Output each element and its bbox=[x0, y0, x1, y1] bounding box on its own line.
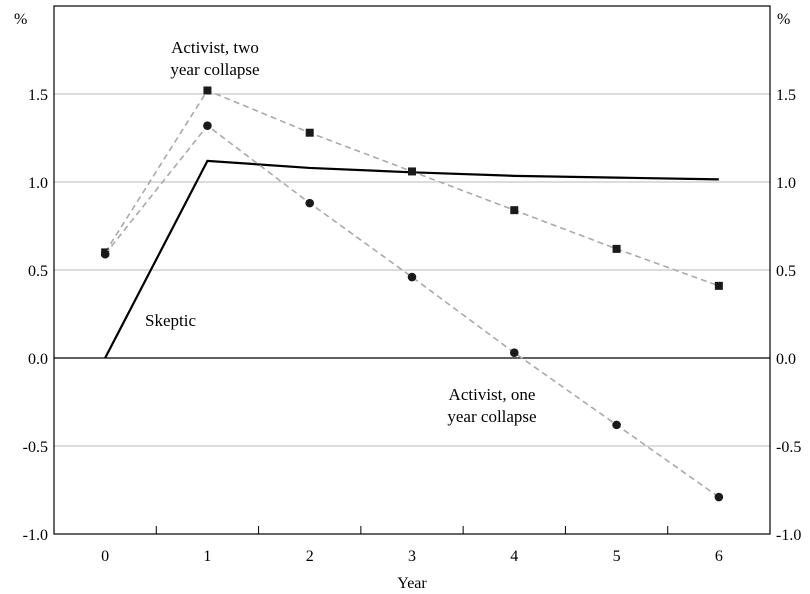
y-tick-label-left: 0.0 bbox=[28, 351, 48, 368]
data-point-activist-one-year-collapse bbox=[509, 348, 519, 358]
x-tick-label: 1 bbox=[203, 548, 211, 565]
annotation-one-year-line2: year collapse bbox=[447, 407, 536, 426]
data-point-activist-two-year-collapse bbox=[305, 128, 314, 137]
annotation-skeptic: Skeptic bbox=[145, 311, 196, 330]
data-point-activist-one-year-collapse bbox=[407, 272, 417, 282]
annotation-two-year-line1: Activist, two bbox=[171, 38, 259, 57]
y-tick-label-right: 0.0 bbox=[776, 351, 796, 368]
data-point-activist-one-year-collapse bbox=[100, 249, 110, 259]
y-tick-label-left: -1.0 bbox=[23, 527, 48, 544]
tick-layer: -1.0 -1.0 -0.5 -0.5 0.0 0.0 0.5 0.5 1.0 1.0 1.5 1.5… bbox=[23, 87, 802, 565]
data-point-activist-two-year-collapse bbox=[408, 167, 416, 176]
y-tick-label-right: 1.5 bbox=[776, 87, 796, 104]
y-tick-label-right: 1.0 bbox=[776, 175, 796, 192]
series-line-skeptic bbox=[104, 159, 719, 359]
data-point-activist-one-year-collapse bbox=[203, 121, 212, 130]
data-point-activist-one-year-collapse bbox=[305, 198, 315, 208]
data-point-activist-one-year-collapse bbox=[612, 420, 621, 430]
y-tick-label-right: -1.0 bbox=[776, 527, 801, 544]
series-layer bbox=[100, 86, 724, 502]
left-unit-label: % bbox=[14, 11, 27, 28]
y-tick-label-right: 0.5 bbox=[776, 263, 796, 280]
y-tick-label-right: -0.5 bbox=[776, 439, 801, 456]
grid-lines bbox=[54, 93, 770, 447]
y-tick-label-left: 1.5 bbox=[28, 87, 48, 104]
data-point-activist-two-year-collapse bbox=[714, 281, 723, 290]
x-tick-label: 5 bbox=[613, 548, 621, 565]
data-point-activist-one-year-collapse bbox=[714, 492, 724, 502]
y-tick-label-left: 0.5 bbox=[28, 263, 48, 280]
series-line-activist-two-year-collapse bbox=[104, 89, 720, 287]
data-point-activist-two-year-collapse bbox=[612, 244, 621, 253]
x-tick-label: 0 bbox=[101, 548, 109, 565]
y-tick-label-left: 1.0 bbox=[28, 175, 48, 192]
x-axis-title: Year bbox=[397, 575, 427, 592]
annotation-two-year-line2: year collapse bbox=[170, 60, 259, 79]
y-tick-label-left: -0.5 bbox=[23, 439, 48, 456]
data-point-activist-two-year-collapse bbox=[203, 86, 212, 95]
plot-frame bbox=[53, 5, 771, 535]
x-tick-label: 2 bbox=[306, 548, 314, 565]
data-point-activist-two-year-collapse bbox=[510, 206, 519, 215]
x-tick-label: 4 bbox=[510, 548, 518, 565]
right-unit-label: % bbox=[777, 11, 790, 28]
x-tick-label: 6 bbox=[715, 548, 723, 565]
annotation-one-year-line1: Activist, one bbox=[449, 385, 536, 404]
x-tick-label: 3 bbox=[408, 548, 416, 565]
